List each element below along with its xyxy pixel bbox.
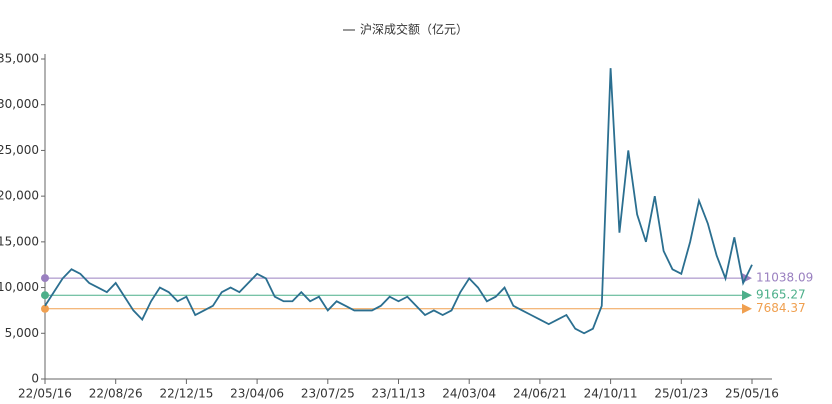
x-tick-label: 24/06/21 [513,387,567,401]
y-tick-label: 35,000 [0,52,39,66]
mark-line-start [41,304,49,313]
y-tick-label: 20,000 [0,189,39,203]
y-tick-label: 30,000 [0,97,39,111]
series-line [44,68,753,335]
x-tick-label: 22/08/26 [89,387,143,401]
x-tick-label: 25/01/23 [654,387,708,401]
x-tick-label: 23/07/25 [301,387,355,401]
y-tick-label: 15,000 [0,234,39,248]
y-tick-label: 25,000 [0,143,39,157]
mark-line-label: 11038.09 [756,271,813,285]
x-tick-label: 22/12/15 [159,387,213,401]
x-tick-label: 24/03/04 [442,387,496,401]
y-tick-label: 0 [31,372,39,386]
mark-line-start [41,291,49,300]
x-tick-label: 23/11/13 [372,387,426,401]
mark-line-label: 7684.37 [756,301,806,315]
x-tick-label: 25/05/16 [725,387,779,401]
mark-line-arrow [742,290,752,301]
legend-label: 沪深成交额（亿元） [360,22,468,37]
x-tick-label: 22/05/16 [18,387,72,401]
mark-line-start [41,274,49,283]
y-tick-label: 10,000 [0,280,39,294]
y-tick-label: 5,000 [5,326,39,340]
mark-line-label: 9165.27 [756,288,806,302]
x-tick-label: 24/10/11 [584,387,638,401]
mark-line-arrow [742,303,752,314]
x-tick-label: 23/04/06 [230,387,284,401]
